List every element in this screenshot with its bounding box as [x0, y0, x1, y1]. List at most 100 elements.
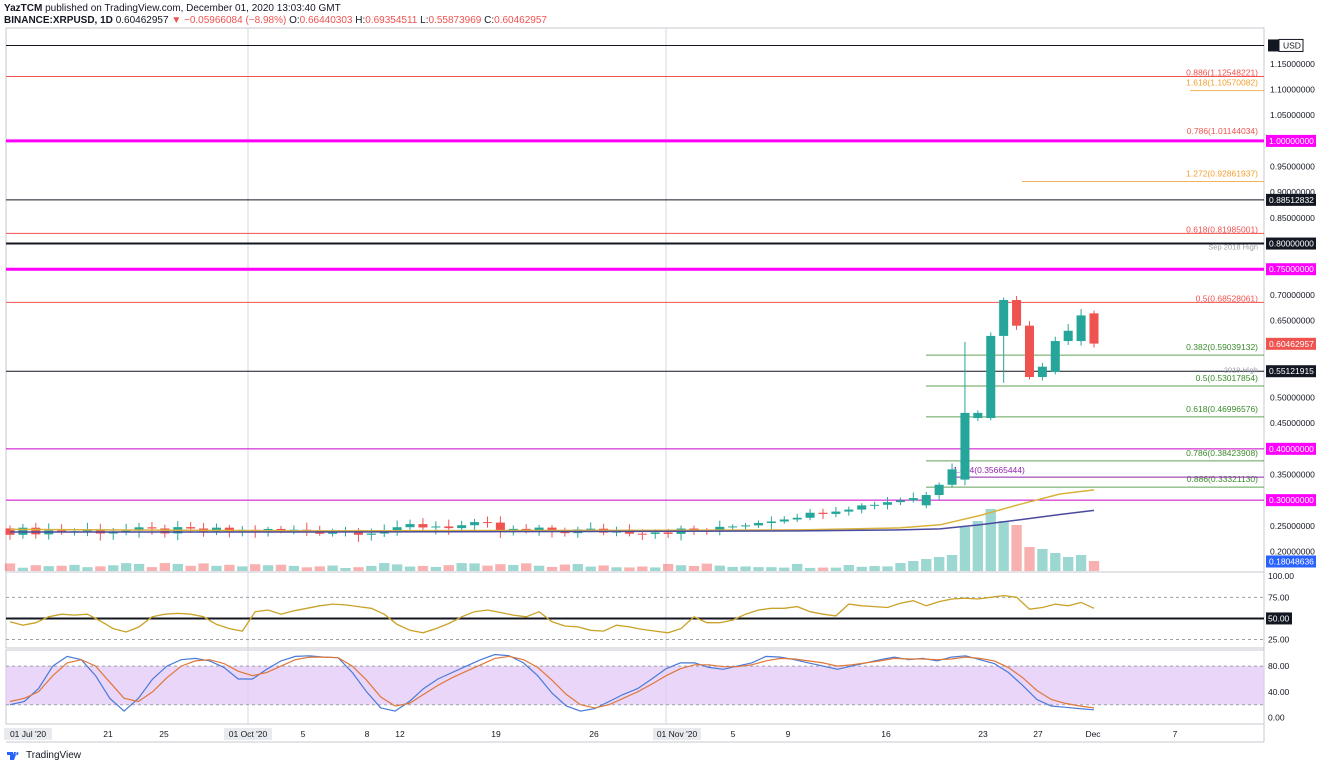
price-change: −0.05966084 (−8.98%)	[184, 15, 287, 26]
volume-bar	[1088, 561, 1100, 571]
time-month-badge	[653, 728, 701, 740]
fib-label: 1.618(1.10570082)	[1186, 78, 1258, 88]
candle-body	[1012, 300, 1022, 326]
time-tick-label: 25	[159, 729, 169, 739]
candle-body	[418, 524, 428, 528]
last-price: 0.60462957	[115, 15, 169, 26]
fib-label: 0.5(0.68528061)	[1196, 293, 1259, 303]
candle-body	[999, 300, 1009, 336]
publisher-name: YazTCM	[4, 3, 43, 14]
candle-body	[728, 526, 738, 528]
candle-body	[211, 527, 221, 532]
volume-bar	[882, 566, 893, 571]
candle-body	[482, 522, 492, 524]
candle-body	[805, 512, 815, 518]
volume-bar	[95, 566, 106, 571]
volume-bar	[1037, 549, 1048, 571]
volume-bar	[727, 566, 738, 571]
volume-bar	[740, 566, 751, 571]
candle-body	[134, 527, 144, 531]
volume-bar	[933, 557, 945, 571]
open-value: 0.66440303	[299, 15, 353, 26]
candle-body	[108, 532, 118, 534]
volume-bar	[391, 564, 403, 571]
candle-body	[741, 525, 751, 527]
symbol-label: BINANCE:XRPUSD, 1D	[4, 15, 113, 26]
time-tick-label: 01 Nov '20	[657, 729, 698, 739]
rsi-line	[9, 594, 1095, 634]
candle-body	[779, 519, 789, 522]
volume-bar	[869, 566, 880, 571]
candle-body	[444, 526, 454, 529]
volume-bar	[830, 567, 842, 571]
candle-body	[624, 530, 634, 534]
volume-bar	[946, 555, 958, 571]
stoch-tick-label: 0.00	[1268, 713, 1285, 723]
volume-bar	[1050, 553, 1061, 571]
rsi-tick-label: 100.00	[1268, 571, 1294, 581]
time-tick-label: 01 Jul '20	[10, 729, 46, 739]
volume-bar	[404, 566, 416, 571]
candle-body	[831, 511, 841, 514]
rsi-tick-label: 25.00	[1268, 635, 1290, 645]
fib-label: 0.382(0.59039132)	[1186, 342, 1258, 352]
volume-bar	[198, 563, 209, 571]
volume-bar	[662, 563, 674, 571]
volume-bar	[572, 564, 583, 571]
time-tick-label: 7	[1173, 729, 1178, 739]
low-label: L:	[420, 15, 429, 26]
time-tick-label: 23	[978, 729, 988, 739]
level-badge-label: 1.00000000	[1269, 136, 1314, 146]
time-tick-label: 8	[365, 729, 370, 739]
time-tick-label: 19	[491, 729, 501, 739]
volume-bar	[843, 565, 854, 571]
candle-body	[457, 525, 467, 529]
candle-body	[276, 528, 286, 531]
volume-bar	[314, 566, 325, 571]
volume-bar	[417, 565, 429, 571]
level-badge-label: 0.75000000	[1269, 264, 1314, 274]
candle-body	[1050, 341, 1060, 372]
candle-body	[921, 495, 931, 506]
candle-body	[534, 527, 544, 531]
candle-body	[1024, 325, 1034, 377]
level-badge	[1266, 365, 1316, 378]
volume-bar	[82, 567, 93, 571]
volume-bar	[430, 566, 442, 571]
volume-bar	[379, 563, 390, 571]
volume-bar	[521, 563, 532, 571]
rsi-level-badge	[1266, 612, 1292, 625]
high-label: H:	[355, 15, 366, 26]
volume-bar	[908, 561, 919, 571]
volume-bar	[456, 563, 467, 571]
volume-bar	[675, 565, 687, 571]
volume-bar	[340, 567, 351, 571]
candle-body	[857, 505, 867, 510]
stoch-band	[6, 666, 1264, 705]
candle-body	[1076, 315, 1086, 342]
volume-bar	[895, 563, 906, 571]
published-text: published on TradingView.com, December 0…	[45, 3, 341, 14]
volume-bar	[224, 564, 235, 571]
time-tick-label: 26	[589, 729, 599, 739]
volume-bar	[43, 566, 54, 571]
level-badge-label: 0.55121915	[1269, 366, 1314, 376]
volume-bar	[211, 565, 222, 571]
candle-body	[960, 412, 970, 480]
volume-bar	[495, 564, 506, 571]
down-arrow-icon: ▼	[171, 15, 182, 26]
volume-bar	[69, 564, 80, 571]
volume-bar	[443, 565, 454, 571]
volume-bar	[701, 563, 713, 571]
candle-body	[883, 502, 893, 505]
level-badge	[1266, 263, 1316, 276]
tradingview-logo-icon	[7, 752, 19, 760]
candle-body	[547, 527, 557, 532]
level-badge	[1266, 193, 1316, 206]
volume-bar	[262, 565, 274, 571]
volume-bar	[959, 527, 971, 571]
volume-bar	[120, 563, 132, 571]
volume-bar	[250, 564, 261, 571]
volume-bar	[533, 565, 545, 571]
